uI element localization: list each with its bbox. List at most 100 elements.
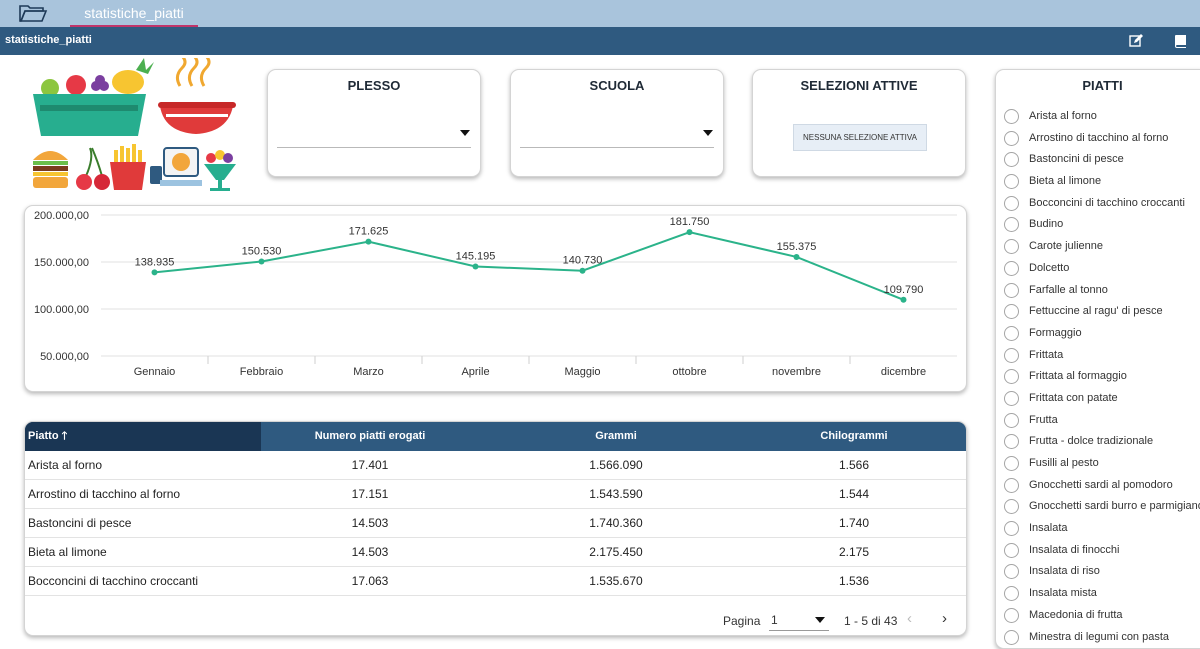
monthly-line-chart: 50.000,00 100.000,00 150.000,00 200.000,00 G… <box>24 205 967 392</box>
data-point <box>900 296 907 303</box>
radio-button[interactable] <box>1004 325 1019 341</box>
data-label: 150.530 <box>242 246 282 258</box>
cell-grammi: 1.535.670 <box>589 574 643 588</box>
x-tick-label: Aprile <box>461 366 489 378</box>
radio-button[interactable] <box>1004 434 1019 450</box>
radio-button[interactable] <box>1004 564 1019 580</box>
title-bar: statistiche_piatti <box>0 27 1200 55</box>
next-page-icon[interactable]: › <box>942 610 947 627</box>
radio-button[interactable] <box>1004 542 1019 558</box>
header-chilogrammi[interactable]: Chilogrammi <box>820 430 888 442</box>
scuola-filter[interactable]: SCUOLA <box>510 69 724 177</box>
data-label: 140.730 <box>563 255 603 267</box>
piatto-option-label: Minestra di legumi con pasta <box>1029 630 1170 643</box>
radio-button[interactable] <box>1004 390 1019 406</box>
prev-page-icon[interactable]: ‹ <box>907 610 912 627</box>
piatto-option-label: Fettuccine al ragu' di pesce <box>1029 305 1163 318</box>
tab-statistiche-piatti[interactable]: statistiche_piatti <box>70 0 198 27</box>
radio-button[interactable] <box>1004 586 1019 602</box>
radio-button[interactable] <box>1004 347 1019 363</box>
hot-soup-icon <box>158 58 236 134</box>
data-point <box>258 258 265 265</box>
table-header: Piatto 🡑 Numero piatti erogati Grammi Chi… <box>25 422 966 451</box>
data-point <box>686 229 693 236</box>
scuola-title: SCUOLA <box>589 78 645 93</box>
burger-icon <box>33 151 68 188</box>
radio-button[interactable] <box>1004 629 1019 645</box>
cell-piatto: Arrostino di tacchino al forno <box>28 487 181 501</box>
radio-button[interactable] <box>1004 152 1019 168</box>
no-selection-badge: NESSUNA SELEZIONE ATTIVA <box>793 124 927 151</box>
cell-grammi: 1.543.590 <box>589 487 643 501</box>
piatto-option-label: Frutta <box>1029 413 1058 426</box>
piatto-option-label: Insalata <box>1029 522 1068 535</box>
cell-chilogrammi: 1.740 <box>838 516 870 530</box>
radio-button[interactable] <box>1004 130 1019 146</box>
scuola-dropdown-line <box>520 147 714 148</box>
radio-button[interactable] <box>1004 521 1019 537</box>
header-grammi[interactable]: Grammi <box>595 430 637 442</box>
data-point <box>472 263 479 270</box>
piatti-table: Piatto 🡑 Numero piatti erogati Grammi Chi… <box>24 421 967 636</box>
radio-button[interactable] <box>1004 499 1019 515</box>
piatto-option-label: Frutta - dolce tradizionale <box>1029 435 1154 448</box>
folder-icon[interactable] <box>18 3 48 23</box>
radio-button[interactable] <box>1004 217 1019 233</box>
radio-button[interactable] <box>1004 304 1019 320</box>
data-point <box>579 267 586 274</box>
table-row[interactable]: Arrostino di tacchino al forno 17.151 1.54… <box>25 480 966 509</box>
x-tick-label: Marzo <box>353 366 384 378</box>
radio-button[interactable] <box>1004 195 1019 211</box>
radio-button[interactable] <box>1004 239 1019 255</box>
fries-icon <box>110 144 146 190</box>
radio-button[interactable] <box>1004 607 1019 623</box>
cell-chilogrammi: 1.566 <box>838 458 870 472</box>
cell-chilogrammi: 1.536 <box>838 574 870 588</box>
table-row[interactable]: Bastoncini di pesce 14.503 1.740.360 1.740 <box>25 509 966 538</box>
piatto-option-label: Gnocchetti sardi al pomodoro <box>1029 478 1173 491</box>
x-tick-label: Maggio <box>564 366 600 378</box>
book-icon[interactable] <box>1173 33 1189 49</box>
header-piatto[interactable]: Piatto 🡑 <box>25 422 261 451</box>
x-tick-label: ottobre <box>672 366 706 378</box>
data-label: 145.195 <box>456 251 496 263</box>
piatto-option-label: Gnocchetti sardi burro e parmigiano <box>1029 500 1200 513</box>
piatto-option-label: Dolcetto <box>1029 261 1070 274</box>
table-row[interactable]: Arista al forno 17.401 1.566.090 1.566 <box>25 451 966 480</box>
pagination-range: 1 - 5 di 43 <box>844 614 898 628</box>
table-row[interactable]: Bieta al limone 14.503 2.175.450 2.175 <box>25 538 966 567</box>
page-title: statistiche_piatti <box>5 34 92 46</box>
piatto-option-label: Insalata di finocchi <box>1029 543 1120 556</box>
header-numero-piatti[interactable]: Numero piatti erogati <box>314 430 426 442</box>
plesso-dropdown-arrow-icon[interactable] <box>460 130 470 136</box>
data-label: 109.790 <box>884 284 924 296</box>
series-line <box>154 231 904 301</box>
data-label: 181.750 <box>670 216 710 228</box>
page-select[interactable]: 1 <box>769 609 829 631</box>
x-tick-label: dicembre <box>881 366 926 378</box>
radio-button[interactable] <box>1004 282 1019 298</box>
radio-button[interactable] <box>1004 477 1019 493</box>
plesso-filter[interactable]: PLESSO <box>267 69 481 177</box>
table-row[interactable]: Bocconcini di tacchino croccanti 17.063 1.… <box>25 567 966 596</box>
piatto-option-label: Bieta al limone <box>1029 175 1102 188</box>
plesso-title: PLESSO <box>347 78 401 93</box>
y-tick-label: 50.000,00 <box>40 351 89 363</box>
radio-button[interactable] <box>1004 456 1019 471</box>
page-select-arrow-icon[interactable] <box>815 617 825 623</box>
data-point <box>793 253 800 260</box>
radio-button[interactable] <box>1004 260 1019 276</box>
scuola-dropdown-arrow-icon[interactable] <box>703 130 713 136</box>
edit-icon[interactable] <box>1128 33 1144 49</box>
radio-button[interactable] <box>1004 369 1019 385</box>
piatto-option-label: Frittata con patate <box>1029 391 1118 404</box>
radio-button[interactable] <box>1004 412 1019 428</box>
breakfast-tray-icon <box>150 147 202 186</box>
radio-button[interactable] <box>1004 109 1019 124</box>
cell-grammi: 2.175.450 <box>589 545 643 559</box>
x-tick-label: Febbraio <box>240 366 283 378</box>
radio-button[interactable] <box>1004 174 1019 190</box>
data-label: 138.935 <box>135 256 175 268</box>
piatto-option-label: Frittata al formaggio <box>1029 370 1127 383</box>
sort-ascending-icon[interactable]: 🡑 <box>61 430 68 442</box>
